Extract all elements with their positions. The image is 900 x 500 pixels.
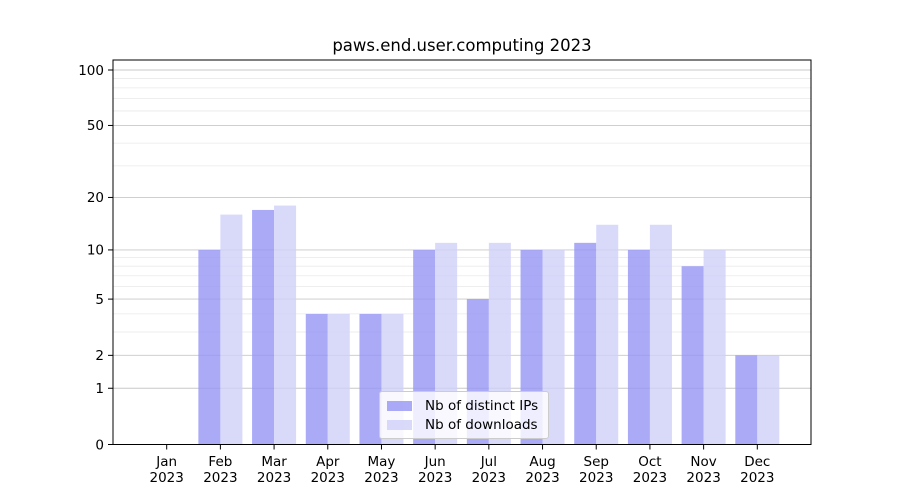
x-tick-label-year-jun: 2023 — [418, 470, 452, 486]
x-tick-label-year-sep: 2023 — [579, 470, 613, 486]
bar-oct-downloads — [649, 224, 672, 445]
bar-mar-downloads — [274, 205, 297, 445]
x-tick-label-month-may: May — [368, 454, 396, 470]
bar-oct-distinct-ips — [627, 249, 650, 445]
x-tick-label-month-jun: Jun — [424, 454, 446, 470]
x-tick-label-month-oct: Oct — [638, 454, 661, 470]
x-tick-label-year-oct: 2023 — [633, 470, 667, 486]
legend: Nb of distinct IPs Nb of downloads — [379, 391, 550, 439]
y-tick-label-10: 10 — [87, 243, 104, 259]
y-tick-label-5: 5 — [95, 292, 104, 308]
chart-title: paws.end.user.computing 2023 — [332, 36, 592, 55]
x-tick-label-month-aug: Aug — [529, 454, 555, 470]
legend-label-downloads: Nb of downloads — [425, 416, 538, 433]
legend-item-distinct-ips: Nb of distinct IPs — [387, 396, 538, 415]
x-tick-label-month-jan: Jan — [155, 454, 177, 470]
x-tick-label-year-dec: 2023 — [740, 470, 774, 486]
bar-nov-downloads — [703, 249, 726, 445]
bar-feb-distinct-ips — [198, 249, 221, 445]
legend-item-downloads: Nb of downloads — [387, 415, 538, 434]
bar-feb-downloads — [220, 214, 243, 445]
x-tick-label-month-sep: Sep — [584, 454, 609, 470]
bar-apr-downloads — [327, 313, 350, 445]
y-tick-label-100: 100 — [78, 63, 104, 79]
x-tick-label-year-jan: 2023 — [150, 470, 184, 486]
x-tick-label-year-aug: 2023 — [525, 470, 559, 486]
plot-border — [112, 59, 812, 445]
bar-may-distinct-ips — [359, 313, 382, 445]
x-tick-label-year-feb: 2023 — [203, 470, 237, 486]
bar-sep-distinct-ips — [574, 242, 597, 445]
x-tick-label-year-may: 2023 — [364, 470, 398, 486]
bar-dec-downloads — [757, 355, 780, 445]
x-tick-label-month-mar: Mar — [261, 454, 287, 470]
y-tick-label-0: 0 — [95, 437, 104, 453]
bar-apr-distinct-ips — [305, 313, 328, 445]
x-tick-label-month-dec: Dec — [744, 454, 770, 470]
legend-swatch-distinct-ips — [387, 400, 412, 411]
y-tick-label-1: 1 — [95, 381, 104, 397]
x-tick-label-month-feb: Feb — [208, 454, 232, 470]
bar-dec-distinct-ips — [735, 355, 758, 445]
y-tick-label-20: 20 — [87, 190, 104, 206]
bar-sep-downloads — [596, 224, 619, 445]
y-tick-label-50: 50 — [87, 118, 104, 134]
x-tick-label-year-apr: 2023 — [311, 470, 345, 486]
x-tick-label-year-jul: 2023 — [472, 470, 506, 486]
x-tick-label-month-jul: Jul — [480, 454, 497, 470]
x-tick-label-month-apr: Apr — [316, 454, 340, 470]
x-tick-label-year-nov: 2023 — [686, 470, 720, 486]
x-tick-label-year-mar: 2023 — [257, 470, 291, 486]
legend-swatch-downloads — [387, 419, 412, 430]
x-tick-label-month-nov: Nov — [690, 454, 716, 470]
bar-mar-distinct-ips — [252, 209, 275, 445]
y-tick-label-2: 2 — [95, 348, 104, 364]
legend-label-distinct-ips: Nb of distinct IPs — [425, 397, 539, 414]
bar-nov-distinct-ips — [681, 266, 704, 445]
